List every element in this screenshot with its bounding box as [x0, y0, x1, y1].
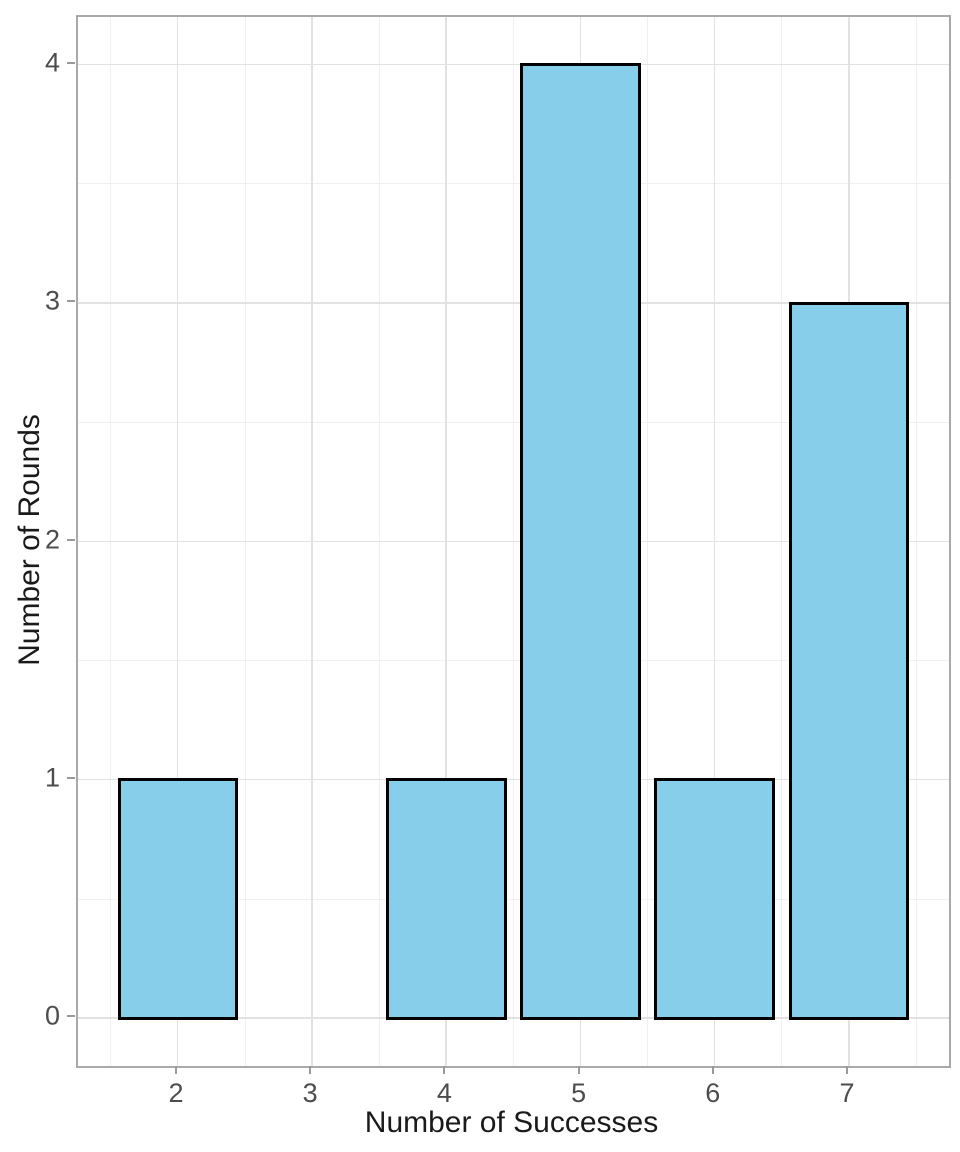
x-tick-label: 2 [168, 1078, 184, 1108]
plot-panel [76, 15, 951, 1068]
gridline-x-major [713, 17, 716, 1066]
x-tick-label: 5 [571, 1078, 587, 1108]
bar-x5 [520, 63, 641, 1020]
x-tick-mark [174, 1066, 177, 1074]
x-tick-mark [309, 1066, 312, 1074]
x-tick-label: 4 [436, 1078, 452, 1108]
x-axis-title: Number of Successes [364, 1106, 659, 1139]
gridline-y-major [78, 540, 949, 542]
y-tick-label: 3 [44, 285, 60, 316]
bar-x2 [117, 778, 239, 1020]
y-tick-label: 2 [44, 524, 60, 554]
y-tick-mark [67, 776, 75, 779]
x-tick-label: 3 [302, 1078, 318, 1108]
y-tick-label: 4 [44, 47, 60, 78]
gridline-y-major [78, 1017, 949, 1019]
gridline-x-major [445, 17, 447, 1066]
y-tick-mark [67, 538, 75, 541]
gridline-x-major [176, 17, 179, 1066]
y-tick-label: 0 [44, 1000, 60, 1031]
y-tick-mark [67, 61, 75, 64]
x-tick-mark [846, 1066, 849, 1074]
x-tick-mark [711, 1066, 714, 1074]
gridline-y-major [78, 63, 949, 66]
bar-x6 [654, 778, 776, 1020]
y-tick-mark [67, 300, 75, 303]
x-tick-label: 6 [705, 1078, 721, 1108]
x-tick-mark [443, 1066, 446, 1074]
x-tick-mark [577, 1066, 580, 1074]
gridline-y-major [78, 302, 949, 304]
gridline-x-major [311, 17, 313, 1066]
y-tick-label: 1 [44, 762, 60, 793]
y-tick-mark [67, 1015, 75, 1018]
gridline-y-major [78, 778, 949, 781]
x-tick-label: 7 [839, 1078, 855, 1108]
bar-x7 [788, 301, 910, 1020]
bar-x4 [386, 778, 507, 1020]
